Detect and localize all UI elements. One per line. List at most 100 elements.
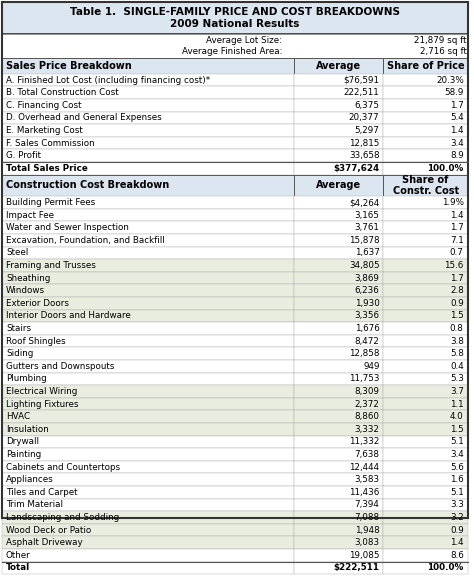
Text: Wood Deck or Patio: Wood Deck or Patio xyxy=(6,526,91,535)
Bar xyxy=(2,259,294,272)
Text: 1.4: 1.4 xyxy=(450,211,464,220)
Text: $4,264: $4,264 xyxy=(349,198,380,207)
Bar xyxy=(294,209,383,222)
Bar xyxy=(294,474,383,486)
Bar xyxy=(2,474,294,486)
Text: Average: Average xyxy=(316,181,362,190)
Bar xyxy=(383,297,468,310)
Bar xyxy=(2,175,294,196)
Text: 5.3: 5.3 xyxy=(450,374,464,384)
Bar xyxy=(383,234,468,246)
Text: 3.8: 3.8 xyxy=(450,336,464,346)
Bar xyxy=(294,486,383,499)
Bar xyxy=(2,222,294,234)
Bar xyxy=(2,124,294,137)
Bar xyxy=(2,74,294,87)
Bar xyxy=(2,209,294,222)
Bar xyxy=(383,137,468,149)
Text: Painting: Painting xyxy=(6,450,41,459)
Bar xyxy=(2,196,294,209)
Bar xyxy=(294,360,383,373)
Text: Insulation: Insulation xyxy=(6,425,49,434)
Text: Constr. Cost: Constr. Cost xyxy=(392,186,459,196)
Bar xyxy=(383,272,468,284)
Bar xyxy=(294,461,383,474)
Text: 1.4: 1.4 xyxy=(450,538,464,547)
Bar xyxy=(383,196,468,209)
Bar xyxy=(294,398,383,410)
Bar xyxy=(383,360,468,373)
Text: 1.1: 1.1 xyxy=(450,400,464,409)
Bar xyxy=(383,175,468,196)
Text: 1.4: 1.4 xyxy=(450,126,464,135)
Bar xyxy=(294,149,383,162)
Bar xyxy=(294,259,383,272)
Bar xyxy=(294,297,383,310)
Text: 1.7: 1.7 xyxy=(450,273,464,283)
Text: Windows: Windows xyxy=(6,286,45,295)
Text: Gutters and Downspouts: Gutters and Downspouts xyxy=(6,362,114,371)
Text: 1.5: 1.5 xyxy=(450,425,464,434)
Bar xyxy=(294,322,383,335)
Text: Lighting Fixtures: Lighting Fixtures xyxy=(6,400,78,409)
Text: 8.6: 8.6 xyxy=(450,551,464,560)
Text: 0.9: 0.9 xyxy=(450,299,464,308)
Text: Other: Other xyxy=(6,551,31,560)
Text: 1.7: 1.7 xyxy=(450,101,464,110)
Bar xyxy=(294,310,383,322)
Text: 1.7: 1.7 xyxy=(450,223,464,232)
Bar xyxy=(294,246,383,259)
Text: 2,716 sq ft: 2,716 sq ft xyxy=(420,47,467,56)
Bar xyxy=(383,561,468,574)
Bar xyxy=(294,284,383,297)
Text: 8,860: 8,860 xyxy=(355,412,380,421)
Bar xyxy=(2,486,294,499)
Bar xyxy=(2,524,294,537)
Text: 7.1: 7.1 xyxy=(450,236,464,245)
Text: 100.0%: 100.0% xyxy=(428,164,464,173)
Text: 3.3: 3.3 xyxy=(450,500,464,509)
Bar xyxy=(2,499,294,511)
Bar xyxy=(294,111,383,124)
Text: 3.2: 3.2 xyxy=(450,513,464,522)
Text: Asphalt Driveway: Asphalt Driveway xyxy=(6,538,82,547)
Text: Cabinets and Countertops: Cabinets and Countertops xyxy=(6,463,120,471)
Bar xyxy=(294,175,383,196)
Bar xyxy=(383,461,468,474)
Text: Share of: Share of xyxy=(402,175,449,185)
Bar xyxy=(2,436,294,448)
Bar xyxy=(2,448,294,461)
Bar xyxy=(2,34,468,58)
Text: Average Lot Size:: Average Lot Size: xyxy=(206,36,283,45)
Bar xyxy=(2,561,294,574)
Bar xyxy=(383,58,468,74)
Text: Plumbing: Plumbing xyxy=(6,374,47,384)
Bar xyxy=(2,511,294,524)
Text: 5,297: 5,297 xyxy=(355,126,380,135)
Text: 3.7: 3.7 xyxy=(450,387,464,396)
Text: 3,083: 3,083 xyxy=(355,538,380,547)
Bar xyxy=(2,137,294,149)
Bar xyxy=(2,284,294,297)
Bar xyxy=(383,524,468,537)
Bar xyxy=(2,58,294,74)
Bar xyxy=(2,410,294,423)
Text: HVAC: HVAC xyxy=(6,412,30,421)
Bar xyxy=(294,196,383,209)
Text: 5.8: 5.8 xyxy=(450,349,464,358)
Text: $76,591: $76,591 xyxy=(344,76,380,85)
Text: 21,879 sq ft: 21,879 sq ft xyxy=(414,36,467,45)
Bar xyxy=(294,99,383,111)
Bar xyxy=(294,124,383,137)
Bar xyxy=(383,149,468,162)
Bar xyxy=(2,234,294,246)
Bar xyxy=(383,310,468,322)
Bar xyxy=(383,284,468,297)
Text: 2009 National Results: 2009 National Results xyxy=(170,19,300,29)
Bar xyxy=(2,537,294,549)
Text: 0.4: 0.4 xyxy=(450,362,464,371)
Text: 5.1: 5.1 xyxy=(450,488,464,497)
Bar xyxy=(383,436,468,448)
Bar xyxy=(2,272,294,284)
Bar xyxy=(383,537,468,549)
